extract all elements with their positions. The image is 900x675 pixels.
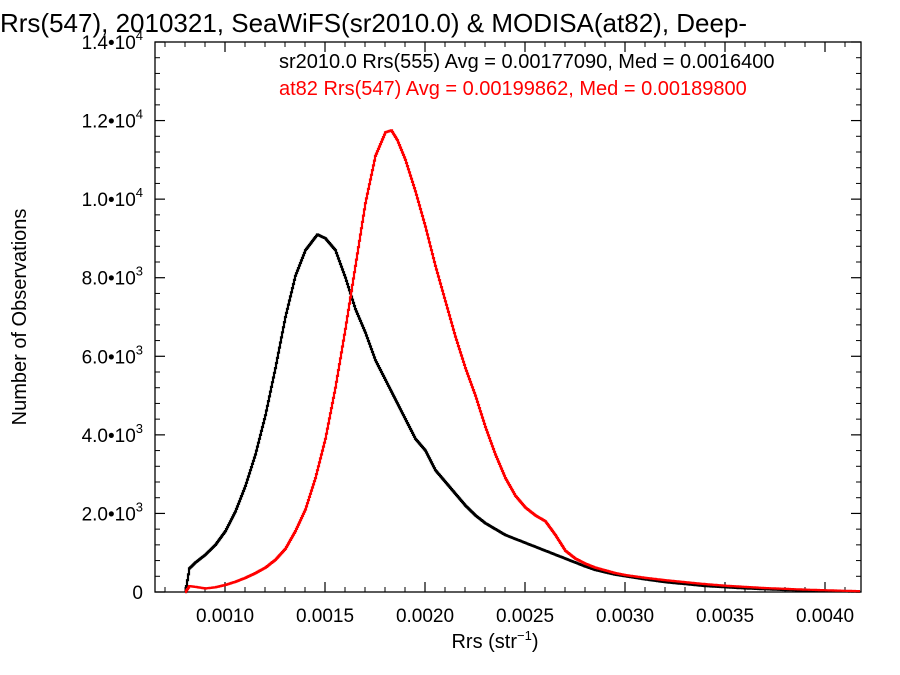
y-tick-label-base: 6.0•10 — [82, 347, 136, 368]
y-tick-label: 4.0•103 — [82, 421, 143, 447]
y-tick-label: 1.0•104 — [82, 185, 143, 211]
y-tick-label-exponent: 3 — [136, 264, 143, 279]
y-tick-label-exponent: 3 — [136, 499, 143, 514]
x-tick-label: 0.0035 — [696, 606, 754, 627]
y-tick-label: 0 — [132, 583, 143, 604]
y-tick-label-base: 2.0•10 — [82, 504, 136, 525]
y-tick-label: 1.4•104 — [82, 28, 143, 54]
legend-entry: at82 Rrs(547) Avg = 0.00199862, Med = 0.… — [279, 78, 747, 100]
series-group — [184, 129, 861, 594]
x-axis-label-exponent: −1 — [517, 628, 532, 643]
x-tick-label: 0.0020 — [396, 606, 454, 627]
y-tick-label-base: 0 — [132, 583, 143, 604]
legend: sr2010.0 Rrs(555) Avg = 0.00177090, Med … — [279, 51, 775, 100]
y-tick-label-base: 1.2•10 — [82, 112, 136, 133]
y-tick-label: 8.0•103 — [82, 264, 143, 290]
y-tick-label-exponent: 4 — [136, 107, 143, 122]
y-tick-label-base: 1.0•10 — [82, 190, 136, 211]
y-tick-label: 6.0•103 — [82, 342, 143, 368]
x-tick-label: 0.0025 — [496, 606, 554, 627]
legend-entry: sr2010.0 Rrs(555) Avg = 0.00177090, Med … — [279, 51, 775, 73]
y-tick-label-base: 4.0•10 — [82, 426, 136, 447]
y-tick-label: 2.0•103 — [82, 499, 143, 525]
y-tick-label-exponent: 3 — [136, 421, 143, 436]
chart-title: Rrs(547), 2010321, SeaWiFS(sr2010.0) & M… — [0, 8, 747, 38]
y-tick-label-exponent: 4 — [136, 185, 143, 200]
x-tick-label: 0.0040 — [796, 606, 854, 627]
plot-frame — [154, 41, 862, 593]
y-tick-label-exponent: 3 — [136, 342, 143, 357]
x-axis-label-text: Rrs (str — [451, 631, 517, 653]
x-tick-label: 0.0010 — [196, 606, 254, 627]
x-tick-label: 0.0030 — [596, 606, 654, 627]
y-tick-label-base: 1.4•10 — [82, 33, 136, 54]
x-tick-label: 0.0015 — [296, 606, 354, 627]
y-tick-label-exponent: 4 — [136, 28, 143, 43]
series-line-0 — [184, 233, 860, 594]
x-axis-label-close: ) — [532, 631, 539, 653]
y-axis-label: Number of Observations — [9, 209, 31, 426]
x-axis-label: Rrs (str−1) — [451, 628, 538, 653]
axis-ticks: 0.0010 0.0015 0.0020 0.0025 0.0030 0.0035 0.00… — [82, 28, 861, 627]
y-tick-label-base: 8.0•10 — [82, 269, 136, 290]
y-tick-label: 1.2•104 — [82, 107, 143, 133]
series-line-1 — [184, 129, 861, 594]
